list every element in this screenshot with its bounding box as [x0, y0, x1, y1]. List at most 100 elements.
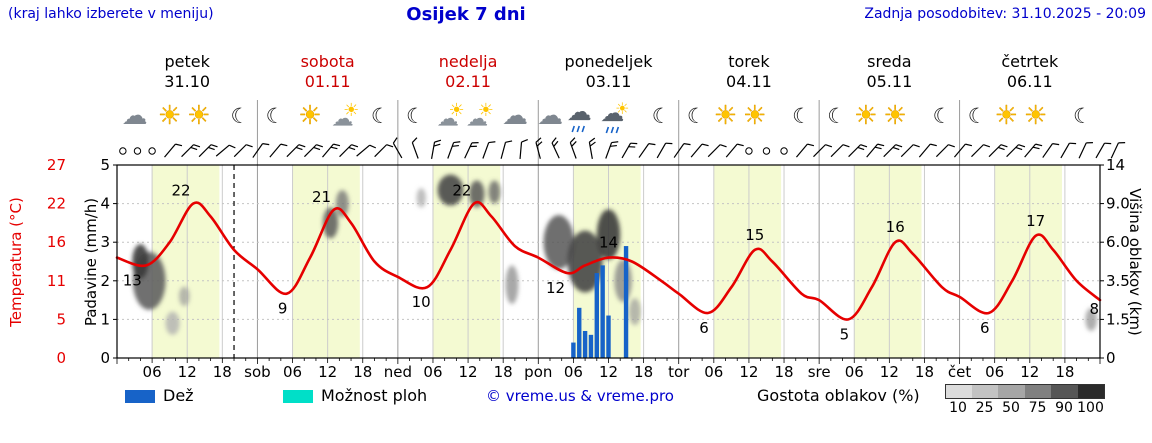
wind-barb [519, 139, 528, 160]
svg-text:petek: petek [165, 52, 211, 71]
svg-text:06.11: 06.11 [1007, 72, 1053, 91]
wind-barb [181, 144, 201, 158]
cloud-density-scale: 10 25 50 75 90 100 [945, 384, 1109, 418]
wind-barb [1095, 142, 1112, 159]
svg-text:sre: sre [808, 363, 831, 381]
svg-text:9.0: 9.0 [1106, 195, 1130, 213]
wind-barb [605, 141, 619, 159]
svg-text:22: 22 [452, 182, 471, 200]
svg-text:1.5: 1.5 [1106, 310, 1130, 328]
svg-text:sobota: sobota [301, 52, 355, 71]
svg-text:4: 4 [100, 195, 110, 213]
moon-icon: ☾ [968, 104, 987, 128]
moon-icon: ☾ [230, 104, 249, 128]
copyright-link[interactable]: © vreme.us & vreme.pro [486, 387, 674, 405]
weather-icons: ☁ ☀ ☀ ☾ ☾ ☀ ☀☁ ☾ ☾ ☀☁ ☀☁ ☁ ☁ ☁ ☀☁ ☾ ☾ ☀ ☀ ☾ ☾ ☀ ☀ ☾ ☾ ☀ ☀ ☾ [122, 97, 1092, 134]
svg-text:9: 9 [278, 300, 288, 318]
wind-barb [830, 144, 850, 158]
wind-barb [690, 143, 709, 158]
wind-barb [673, 143, 691, 158]
svg-text:18: 18 [915, 363, 934, 381]
showers-legend-swatch [283, 390, 313, 403]
svg-text:18: 18 [774, 363, 793, 381]
wind-barb [322, 143, 341, 158]
svg-text:21: 21 [312, 188, 331, 206]
svg-text:tor: tor [668, 363, 690, 381]
sun-icon: ☀ [158, 101, 181, 131]
svg-text:06: 06 [704, 363, 723, 381]
sun-icon: ☀ [615, 99, 629, 118]
wind-barb [252, 143, 270, 158]
wind-barb [374, 144, 394, 158]
svg-text:01.11: 01.11 [305, 72, 351, 91]
density-cell [1077, 384, 1105, 399]
sun-icon: ☀ [478, 100, 494, 121]
sun-icon: ☀ [884, 101, 907, 131]
rain-cloud-icon: ☁ [600, 99, 624, 127]
temperature-point-labels: 13 22 9 21 10 22 12 14 6 15 5 16 6 17 8 [123, 182, 1099, 344]
wind-barb [500, 140, 513, 159]
svg-text:18: 18 [353, 363, 372, 381]
last-update: Zadnja posodobitev: 31.10.2025 - 20:09 [864, 6, 1146, 22]
svg-text:06: 06 [283, 363, 302, 381]
moon-icon: ☾ [687, 104, 706, 128]
svg-text:06: 06 [845, 363, 864, 381]
density-tick-label: 100 [1077, 400, 1104, 416]
svg-text:06: 06 [143, 363, 162, 381]
svg-text:10: 10 [412, 293, 431, 311]
wind-barb [304, 144, 324, 158]
cloud-icon: ☁ [502, 101, 528, 131]
sun-icon: ☀ [187, 101, 210, 131]
sun-icon: ☀ [995, 101, 1018, 131]
svg-text:6: 6 [980, 319, 990, 337]
svg-text:5: 5 [840, 325, 850, 343]
page-title: Osijek 7 dni [406, 4, 526, 25]
svg-text:12: 12 [1020, 363, 1039, 381]
svg-text:pon: pon [524, 363, 552, 381]
density-tick-label: 50 [1002, 400, 1020, 416]
wind-barbs [119, 137, 1126, 160]
wind-barb [164, 143, 183, 158]
cloud-icon: ☁ [465, 104, 489, 132]
svg-text:02.11: 02.11 [445, 72, 491, 91]
temperature-curve [115, 200, 1102, 321]
density-cell [1024, 384, 1051, 399]
sun-icon: ☀ [448, 100, 464, 121]
rain-legend-swatch [125, 390, 155, 403]
density-tick-label: 10 [949, 400, 967, 416]
moon-icon: ☾ [406, 104, 425, 128]
sun-icon: ☀ [343, 100, 359, 121]
density-cell [971, 384, 998, 399]
cloud-icon: ☁ [537, 101, 563, 131]
density-cell [998, 384, 1025, 399]
svg-text:05.11: 05.11 [866, 72, 912, 91]
svg-text:13: 13 [123, 271, 142, 289]
wind-barb [883, 144, 903, 158]
svg-text:15: 15 [745, 226, 764, 244]
wind-barb [339, 144, 359, 158]
x-axis-labels: 06 12 18 sob 06 12 18 ned 06 12 18 pon 06 12 18 tor 06 12… [143, 363, 1075, 381]
svg-text:5: 5 [56, 310, 66, 328]
wind-barb [656, 142, 673, 159]
rain-legend-label: Dež [163, 386, 194, 405]
svg-text:11: 11 [47, 272, 66, 290]
svg-text:1: 1 [100, 310, 110, 328]
svg-text:0: 0 [56, 349, 66, 367]
moon-icon: ☾ [792, 104, 811, 128]
cloud-icon: ☁ [330, 104, 354, 132]
wind-barb [707, 144, 727, 158]
wind-barb [392, 137, 403, 159]
density-tick-label: 25 [975, 400, 994, 416]
wind-barb [725, 143, 744, 158]
wind-barb [1110, 142, 1126, 159]
svg-text:22: 22 [47, 195, 66, 213]
wind-barb [286, 144, 306, 158]
svg-text:18: 18 [213, 363, 232, 381]
svg-text:ned: ned [384, 363, 412, 381]
wind-barb [1078, 142, 1093, 159]
rain-cloud-icon: ☁ [567, 97, 592, 126]
